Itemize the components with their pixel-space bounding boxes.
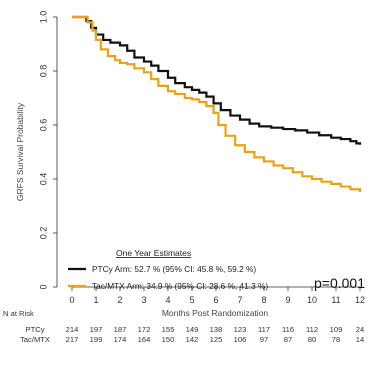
x-tick-label: 1 (93, 295, 98, 305)
risk-value: 117 (258, 325, 270, 334)
y-axis-title: GRFS Survival Probability (15, 102, 25, 201)
risk-value: 199 (90, 335, 103, 344)
risk-value: 123 (234, 325, 247, 334)
x-axis-title: Months Post Randomization (162, 308, 269, 318)
risk-value: 197 (90, 325, 103, 334)
risk-value: 14 (356, 335, 364, 344)
risk-value: 78 (332, 335, 340, 344)
risk-value: 87 (284, 335, 292, 344)
x-tick-label: 10 (307, 295, 317, 305)
x-tick-label: 7 (237, 295, 242, 305)
risk-value: 80 (308, 335, 316, 344)
x-tick-label: 8 (261, 295, 266, 305)
risk-value: 174 (114, 335, 127, 344)
x-tick-label: 9 (285, 295, 290, 305)
risk-value: 106 (234, 335, 247, 344)
y-tick-label: 0.6 (38, 119, 48, 132)
risk-value: 150 (162, 335, 175, 344)
series-group (72, 15, 362, 192)
y-tick-label: 0.2 (38, 227, 48, 240)
legend-title: One Year Estimates (116, 248, 191, 258)
x-tick-group: 0 1 2 3 4 5 6 7 8 9 10 11 12 (69, 287, 365, 305)
x-tick-label: 0 (69, 295, 74, 305)
x-tick-label: 11 (331, 295, 340, 305)
risk-value: 142 (186, 335, 199, 344)
risk-value: 187 (114, 325, 127, 334)
risk-value: 109 (330, 325, 343, 334)
risk-value: 217 (66, 335, 79, 344)
series-line-tacmtx (72, 15, 362, 192)
risk-value: 155 (162, 325, 175, 334)
p-value-annotation: p=0.001 (314, 275, 365, 291)
x-tick-label: 12 (355, 295, 365, 305)
risk-value: 125 (210, 335, 223, 344)
risk-value: 138 (210, 325, 223, 334)
x-tick-label: 6 (213, 295, 218, 305)
legend-label-ptcy: PTCy Arm: 52.7 % (95% CI: 45.8 %, 59.2 %… (92, 264, 256, 274)
series-line-ptcy (72, 15, 362, 145)
y-tick-label: 0 (38, 284, 48, 289)
risk-value: 214 (66, 325, 79, 334)
y-tick-label: 1.0 (38, 11, 48, 24)
x-tick-label: 2 (117, 295, 122, 305)
y-tick-group: 0 0.2 0.4 0.6 0.8 1.0 (38, 11, 57, 290)
legend-label-tacmtx: Tac/MTX Arm: 34.9 % (95% CI: 28.6 %, 41.… (92, 281, 268, 291)
risk-row-label-tacmtx: Tac/MTX (20, 335, 50, 344)
x-tick-label: 3 (141, 295, 146, 305)
y-tick-label: 0.8 (38, 65, 48, 78)
risk-value: 164 (138, 335, 151, 344)
risk-value: 24 (356, 325, 364, 334)
x-tick-label: 5 (189, 295, 194, 305)
risk-values-group: 214 197 187 172 155 149 138 123 117 116 112 109 24 21… (66, 325, 365, 344)
risk-value: 149 (186, 325, 199, 334)
risk-value: 116 (282, 325, 294, 334)
risk-value: 112 (306, 325, 318, 334)
y-tick-label: 0.4 (38, 173, 48, 186)
risk-value: 97 (260, 335, 268, 344)
risk-row-label-ptcy: PTCy (26, 325, 45, 334)
risk-value: 172 (138, 325, 151, 334)
risk-table-header: N at Risk (3, 309, 34, 318)
x-tick-label: 4 (165, 295, 170, 305)
